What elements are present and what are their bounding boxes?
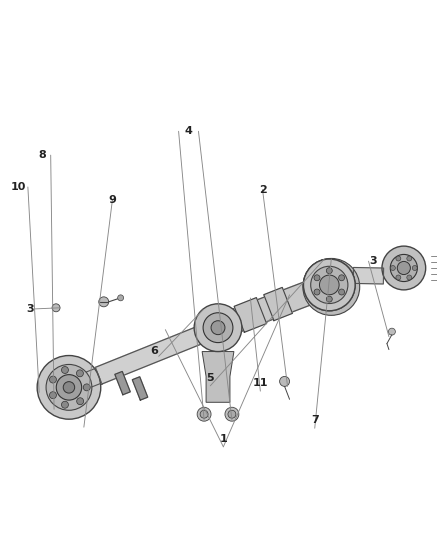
Text: 9: 9 bbox=[109, 195, 117, 205]
Polygon shape bbox=[202, 352, 234, 402]
Text: 2: 2 bbox=[259, 184, 266, 195]
Circle shape bbox=[225, 407, 239, 421]
Circle shape bbox=[197, 407, 211, 421]
Circle shape bbox=[407, 275, 412, 280]
Circle shape bbox=[63, 382, 75, 393]
Circle shape bbox=[389, 328, 396, 335]
Text: 11: 11 bbox=[253, 378, 268, 388]
Circle shape bbox=[77, 370, 83, 377]
Circle shape bbox=[203, 313, 233, 343]
Circle shape bbox=[228, 410, 236, 418]
Circle shape bbox=[49, 376, 57, 383]
Circle shape bbox=[326, 296, 332, 302]
Circle shape bbox=[200, 410, 208, 418]
Circle shape bbox=[397, 261, 410, 274]
Circle shape bbox=[77, 398, 84, 405]
Circle shape bbox=[83, 384, 90, 391]
Polygon shape bbox=[81, 368, 102, 389]
Circle shape bbox=[412, 265, 417, 270]
Text: 7: 7 bbox=[311, 415, 318, 425]
Circle shape bbox=[46, 365, 92, 410]
Circle shape bbox=[118, 295, 124, 301]
Circle shape bbox=[304, 259, 355, 311]
Circle shape bbox=[49, 392, 57, 399]
Circle shape bbox=[211, 321, 225, 335]
Circle shape bbox=[339, 289, 345, 295]
Circle shape bbox=[279, 376, 290, 386]
Circle shape bbox=[396, 256, 401, 261]
Circle shape bbox=[56, 375, 81, 400]
Circle shape bbox=[61, 401, 68, 408]
Text: 5: 5 bbox=[206, 373, 214, 383]
Text: 4: 4 bbox=[184, 126, 192, 136]
Circle shape bbox=[390, 265, 396, 270]
Circle shape bbox=[314, 289, 320, 295]
Polygon shape bbox=[95, 319, 221, 384]
Text: 3: 3 bbox=[370, 256, 377, 266]
Circle shape bbox=[382, 246, 426, 290]
Circle shape bbox=[311, 266, 348, 303]
Circle shape bbox=[326, 268, 332, 273]
Text: 3: 3 bbox=[26, 304, 33, 314]
Text: 1: 1 bbox=[219, 434, 227, 444]
Circle shape bbox=[319, 275, 339, 295]
Circle shape bbox=[396, 275, 401, 280]
Circle shape bbox=[37, 356, 101, 419]
Circle shape bbox=[407, 256, 412, 261]
Polygon shape bbox=[234, 297, 267, 332]
Circle shape bbox=[61, 367, 68, 374]
Polygon shape bbox=[228, 279, 320, 333]
Text: 10: 10 bbox=[10, 182, 25, 192]
Polygon shape bbox=[264, 287, 293, 321]
Circle shape bbox=[390, 254, 417, 281]
Polygon shape bbox=[115, 372, 130, 395]
Text: 8: 8 bbox=[39, 150, 46, 160]
Circle shape bbox=[99, 297, 109, 307]
Circle shape bbox=[194, 304, 242, 352]
Circle shape bbox=[303, 259, 360, 316]
Circle shape bbox=[314, 275, 320, 281]
Circle shape bbox=[304, 259, 355, 311]
Polygon shape bbox=[132, 377, 148, 400]
Polygon shape bbox=[353, 268, 384, 284]
Text: 6: 6 bbox=[150, 346, 158, 357]
Circle shape bbox=[52, 304, 60, 312]
Circle shape bbox=[339, 275, 345, 281]
